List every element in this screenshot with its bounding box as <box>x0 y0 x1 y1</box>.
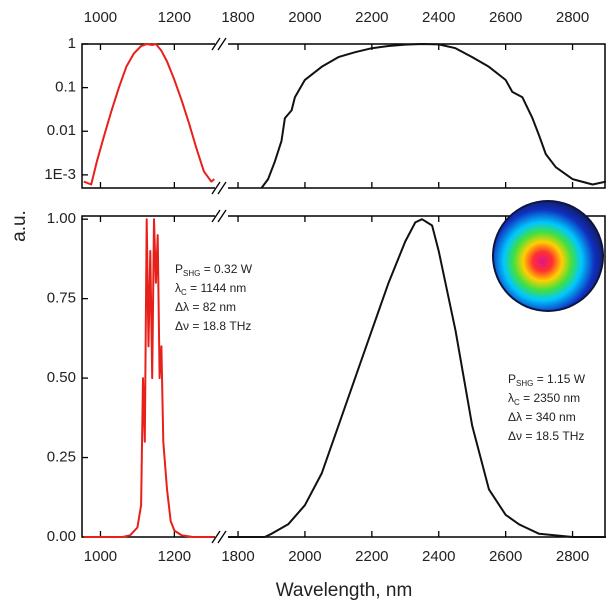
beam-profile-spot <box>494 202 602 310</box>
annotation: Δλ = 82 nm <box>175 300 236 314</box>
x-tick-label: 2200 <box>355 548 388 565</box>
annotation-text: = 0.32 W <box>200 262 252 276</box>
plot-frame <box>81 43 606 189</box>
data-line <box>83 43 215 186</box>
annotation-subscript: C <box>514 398 520 407</box>
annotation: PSHG = 0.32 W <box>175 262 253 278</box>
y-tick-label: 0.25 <box>47 449 76 466</box>
annotation-text: P <box>175 262 183 276</box>
x-tick-label: 2200 <box>355 9 388 26</box>
annotation-text: P <box>508 372 516 386</box>
y-tick-label: 0.75 <box>47 290 76 307</box>
annotation-text: Δν = 18.8 THz <box>175 319 251 333</box>
axis-break-mark <box>211 209 221 223</box>
annotation-text: = 2350 nm <box>520 391 580 405</box>
annotation-subscript: SHG <box>183 269 200 278</box>
annotation-text: λ <box>508 391 514 405</box>
x-tick-label: 2400 <box>422 548 455 565</box>
x-tick-label: 2600 <box>489 548 522 565</box>
x-tick-label: 1200 <box>158 9 191 26</box>
annotation: λC = 2350 nm <box>508 391 580 407</box>
y-tick-label: 0.1 <box>55 79 76 96</box>
x-tick-label: 2800 <box>556 9 589 26</box>
x-tick-label: 1200 <box>158 548 191 565</box>
axis-break-mark <box>211 530 221 544</box>
axis-break-mark <box>217 181 227 195</box>
annotation-text: Δν = 18.5 THz <box>508 429 584 443</box>
y-tick-label: 1.00 <box>47 210 76 227</box>
x-tick-label: 2000 <box>288 548 321 565</box>
annotation-subscript: C <box>181 288 187 297</box>
y-tick-label: 1E-3 <box>44 166 76 183</box>
annotation: Δν = 18.5 THz <box>508 429 584 443</box>
x-tick-label: 2000 <box>288 9 321 26</box>
annotation: λC = 1144 nm <box>175 281 246 297</box>
y-tick-label: 0.01 <box>47 122 76 139</box>
x-tick-label: 1000 <box>84 9 117 26</box>
y-tick-label: 0.00 <box>47 528 76 545</box>
annotation-text: λ <box>175 281 181 295</box>
y-tick-label: 1 <box>68 35 76 52</box>
annotation-text: = 1144 nm <box>187 281 246 295</box>
annotation: Δλ = 340 nm <box>508 410 576 424</box>
x-tick-label: 2800 <box>556 548 589 565</box>
data-line <box>228 218 606 538</box>
axis-break-mark <box>217 37 227 51</box>
x-tick-label: 2400 <box>422 9 455 26</box>
y-tick-label: 0.50 <box>47 369 76 386</box>
annotation-text: Δλ = 340 nm <box>508 410 576 424</box>
axis-break-mark <box>217 530 227 544</box>
annotation: PSHG = 1.15 W <box>508 372 586 388</box>
annotation-text: Δλ = 82 nm <box>175 300 236 314</box>
y-axis-title: a.u. <box>9 210 30 242</box>
axis-break-mark <box>211 37 221 51</box>
annotation: Δν = 18.8 THz <box>175 319 251 333</box>
x-tick-label: 2600 <box>489 9 522 26</box>
axis-break-mark <box>211 181 221 195</box>
data-line <box>260 43 606 189</box>
x-axis-title: Wavelength, nm <box>276 580 413 601</box>
x-tick-label: 1800 <box>221 548 254 565</box>
annotation-text: = 1.15 W <box>533 372 585 386</box>
annotation-subscript: SHG <box>516 379 533 388</box>
data-line <box>83 218 215 538</box>
axis-break-mark <box>217 209 227 223</box>
plot-frame <box>81 215 606 538</box>
x-tick-label: 1800 <box>221 9 254 26</box>
x-tick-label: 1000 <box>84 548 117 565</box>
